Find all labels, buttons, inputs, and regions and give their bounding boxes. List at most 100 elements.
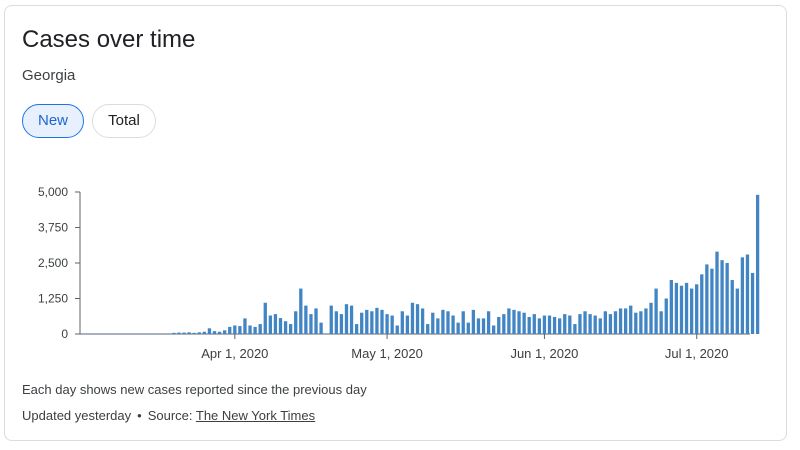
bar[interactable] bbox=[126, 333, 130, 334]
bar[interactable] bbox=[283, 321, 288, 334]
bar[interactable] bbox=[258, 324, 262, 334]
bar[interactable] bbox=[314, 308, 318, 334]
bar[interactable] bbox=[101, 333, 105, 334]
bar[interactable] bbox=[715, 251, 719, 334]
bar[interactable] bbox=[385, 314, 389, 334]
bar[interactable] bbox=[121, 333, 125, 334]
bar[interactable] bbox=[720, 260, 724, 334]
bar[interactable] bbox=[634, 312, 638, 334]
bar[interactable] bbox=[172, 332, 176, 334]
bar[interactable] bbox=[507, 308, 511, 334]
bar[interactable] bbox=[563, 314, 567, 334]
bar[interactable] bbox=[451, 315, 455, 334]
bar[interactable] bbox=[659, 311, 663, 334]
bar[interactable] bbox=[700, 274, 704, 334]
bar[interactable] bbox=[588, 314, 592, 334]
bar[interactable] bbox=[375, 307, 379, 334]
bar[interactable] bbox=[745, 254, 750, 334]
bar[interactable] bbox=[492, 325, 496, 334]
bar[interactable] bbox=[96, 333, 100, 334]
bar[interactable] bbox=[542, 315, 547, 334]
bar[interactable] bbox=[365, 309, 369, 334]
bar[interactable] bbox=[197, 332, 201, 334]
bar[interactable] bbox=[294, 311, 298, 334]
bar[interactable] bbox=[578, 314, 582, 334]
bar[interactable] bbox=[583, 311, 587, 334]
bar[interactable] bbox=[461, 311, 465, 334]
bar[interactable] bbox=[547, 315, 552, 334]
bar[interactable] bbox=[532, 314, 536, 334]
bar[interactable] bbox=[380, 309, 384, 334]
bar[interactable] bbox=[740, 257, 745, 334]
bar[interactable] bbox=[512, 309, 516, 334]
bar[interactable] bbox=[299, 288, 303, 334]
bar[interactable] bbox=[339, 314, 344, 334]
bar[interactable] bbox=[288, 324, 293, 334]
bar[interactable] bbox=[360, 312, 364, 334]
bar[interactable] bbox=[400, 311, 404, 334]
bar[interactable] bbox=[85, 333, 90, 334]
bar[interactable] bbox=[248, 325, 252, 334]
bar[interactable] bbox=[426, 324, 430, 334]
total-cases-toggle[interactable]: Total bbox=[92, 104, 156, 138]
bar[interactable] bbox=[309, 314, 313, 334]
bar[interactable] bbox=[517, 311, 521, 334]
bar[interactable] bbox=[349, 305, 354, 334]
bar[interactable] bbox=[263, 302, 267, 334]
bar[interactable] bbox=[603, 311, 607, 334]
bar[interactable] bbox=[730, 280, 734, 334]
bar[interactable] bbox=[304, 305, 308, 334]
bar[interactable] bbox=[593, 315, 597, 334]
bar[interactable] bbox=[735, 288, 739, 334]
bar[interactable] bbox=[568, 315, 572, 334]
bar[interactable] bbox=[390, 315, 394, 334]
bar[interactable] bbox=[395, 325, 399, 334]
cases-bar-chart[interactable]: 5,000 3,750 2,500 1,250 0 Apr 1, 2020 May 1, … bbox=[5, 176, 775, 376]
bar[interactable] bbox=[334, 311, 338, 334]
bar[interactable] bbox=[141, 333, 146, 334]
bar[interactable] bbox=[623, 308, 628, 334]
bar[interactable] bbox=[608, 314, 613, 334]
bar[interactable] bbox=[278, 318, 283, 334]
bar[interactable] bbox=[654, 288, 658, 334]
new-cases-toggle[interactable]: New bbox=[22, 104, 84, 138]
bar[interactable] bbox=[415, 304, 420, 334]
bar[interactable] bbox=[750, 272, 755, 334]
bar[interactable] bbox=[405, 315, 410, 334]
bar[interactable] bbox=[202, 331, 207, 334]
bar[interactable] bbox=[725, 263, 729, 334]
bar[interactable] bbox=[192, 332, 196, 334]
bar[interactable] bbox=[705, 264, 709, 334]
bar[interactable] bbox=[157, 333, 161, 334]
bar[interactable] bbox=[497, 316, 501, 334]
bar[interactable] bbox=[111, 333, 115, 334]
bar[interactable] bbox=[243, 318, 247, 334]
bar[interactable] bbox=[228, 326, 232, 334]
bar[interactable] bbox=[329, 305, 333, 334]
bar[interactable] bbox=[324, 333, 328, 334]
bar[interactable] bbox=[695, 284, 699, 334]
bar[interactable] bbox=[106, 333, 110, 334]
bar[interactable] bbox=[684, 282, 689, 334]
bar[interactable] bbox=[116, 333, 120, 334]
bar[interactable] bbox=[253, 326, 257, 334]
bar[interactable] bbox=[471, 309, 476, 334]
bar[interactable] bbox=[669, 280, 673, 334]
bar[interactable] bbox=[187, 332, 191, 334]
bar[interactable] bbox=[679, 285, 684, 334]
bar[interactable] bbox=[354, 324, 359, 334]
bar[interactable] bbox=[674, 282, 679, 334]
bar[interactable] bbox=[552, 316, 557, 334]
bar[interactable] bbox=[146, 333, 151, 334]
bar[interactable] bbox=[613, 311, 618, 334]
bar[interactable] bbox=[370, 311, 374, 334]
bar[interactable] bbox=[537, 318, 542, 334]
bar[interactable] bbox=[466, 322, 470, 334]
bar[interactable] bbox=[151, 333, 156, 334]
bar[interactable] bbox=[420, 308, 425, 334]
source-link[interactable]: The New York Times bbox=[195, 408, 316, 423]
bar[interactable] bbox=[319, 322, 323, 334]
bar[interactable] bbox=[410, 302, 415, 334]
bar[interactable] bbox=[689, 288, 694, 334]
bar[interactable] bbox=[238, 326, 242, 334]
